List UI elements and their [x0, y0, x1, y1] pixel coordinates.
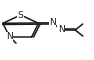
Text: S: S	[18, 10, 24, 20]
Text: N: N	[49, 18, 56, 27]
Text: N: N	[6, 32, 13, 41]
Text: N: N	[58, 26, 64, 34]
